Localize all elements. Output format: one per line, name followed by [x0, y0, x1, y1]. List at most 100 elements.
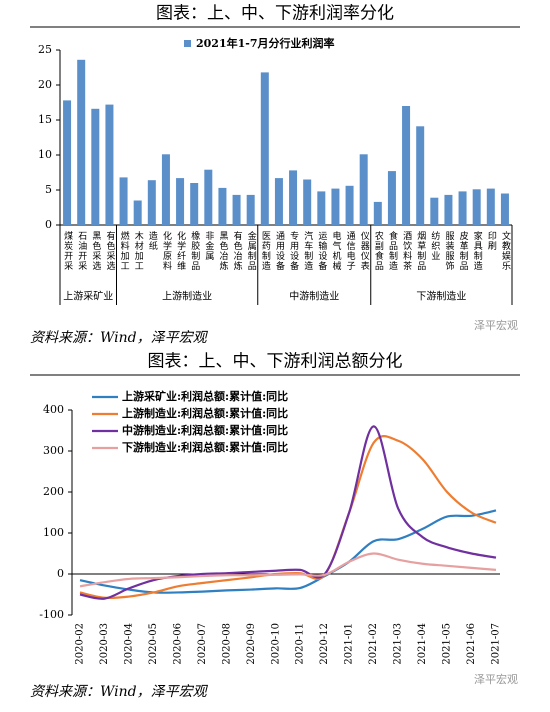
bar — [331, 188, 340, 225]
y-tick-label: 20 — [38, 78, 52, 91]
legend-label: 下游制造业:利润总额:累计值:同比 — [122, 440, 288, 454]
x-tick-label: 仪器仪表 — [359, 231, 370, 271]
x-tick-label: 石油开采 — [76, 231, 87, 271]
bar — [373, 201, 382, 225]
x-tick-label: 通用设备 — [274, 231, 285, 271]
watermark: 泽平宏观 — [474, 318, 518, 332]
x-tick-label: 橡胶制品 — [189, 230, 200, 271]
x-tick-label: 煤炭开采 — [62, 230, 73, 271]
bar — [133, 200, 142, 225]
x-tick-label: 2021-03 — [393, 623, 404, 665]
x-tick-label: 2020-07 — [197, 623, 208, 665]
series-line — [79, 552, 497, 588]
x-tick-label: 印刷 — [486, 230, 497, 251]
x-tick-label: 金属制品 — [246, 230, 257, 271]
x-tick-label: 造纸 — [147, 230, 158, 251]
x-tick-label: 医药制造 — [260, 231, 271, 271]
bar — [289, 170, 298, 225]
bar — [204, 169, 213, 225]
x-tick-label: 2020-06 — [172, 623, 183, 665]
bar — [274, 178, 283, 225]
x-tick-label: 2021-05 — [442, 623, 453, 665]
bar — [303, 179, 312, 225]
x-tick-label: 2021-07 — [491, 623, 502, 665]
x-tick-label: 有色采选 — [104, 230, 115, 271]
x-tick-label: 皮革制品 — [458, 230, 469, 271]
x-tick-label: 黑色冶炼 — [217, 231, 228, 271]
bar — [359, 154, 368, 225]
bar — [458, 191, 467, 225]
x-tick-label: 非金属 — [203, 230, 214, 261]
bar — [190, 183, 199, 225]
y-tick-label: 0 — [45, 218, 52, 231]
y-tick-label: 15 — [38, 113, 52, 126]
chart-title: 图表：上、中、下游利润总额分化 — [148, 352, 403, 372]
x-tick-label: 文教娱乐 — [500, 230, 511, 271]
bar — [345, 185, 354, 225]
source: 资料来源：Wind，泽平宏观 — [30, 330, 209, 346]
x-tick-label: 烟草制品 — [415, 230, 426, 271]
group-label: 上游采矿业 — [63, 290, 113, 303]
x-tick-label: 燃料加工 — [119, 230, 130, 271]
legend-label: 上游采矿业:利润总额:累计值:同比 — [122, 389, 288, 403]
series-line — [79, 425, 497, 600]
x-tick-label: 木材加工 — [133, 230, 144, 271]
series-line — [79, 509, 497, 594]
bar — [161, 154, 170, 225]
group-label: 上游制造业 — [162, 290, 212, 303]
bar — [232, 194, 241, 225]
bar — [105, 104, 114, 225]
x-tick-label: 酒饮料茶 — [401, 231, 412, 271]
x-tick-label: 电气机械 — [330, 230, 341, 271]
x-tick-label: 2021-01 — [344, 623, 355, 665]
source: 资料来源：Wind，泽平宏观 — [30, 684, 209, 700]
bar — [91, 108, 100, 225]
bar — [317, 191, 326, 225]
x-tick-label: 纺织业 — [429, 230, 440, 261]
x-tick-label: 有色冶炼 — [232, 230, 243, 271]
y-tick-label: 25 — [38, 43, 52, 56]
bar — [500, 193, 509, 225]
x-tick-label: 农副食品 — [373, 230, 384, 271]
legend-label: 中游制造业:利润总额:累计值:同比 — [122, 423, 288, 437]
bar — [387, 171, 396, 225]
x-tick-label: 2020-10 — [270, 623, 281, 665]
x-tick-label: 2020-03 — [99, 623, 110, 665]
bar — [176, 178, 185, 225]
x-tick-label: 专用设备 — [288, 230, 299, 271]
group-label: 中游制造业 — [289, 290, 339, 303]
x-tick-label: 2020-11 — [295, 623, 306, 665]
y-tick-label: 400 — [43, 403, 64, 416]
x-tick-label: 食品制造 — [387, 230, 398, 271]
x-tick-label: 化学原料 — [161, 230, 172, 271]
bar — [260, 72, 269, 226]
group-label: 下游制造业 — [416, 290, 466, 303]
legend-label: 上游制造业:利润总额:累计值:同比 — [122, 406, 288, 420]
bar — [246, 194, 255, 225]
y-tick-label: 100 — [43, 526, 64, 539]
bar — [218, 187, 227, 225]
bar — [402, 106, 411, 225]
y-tick-label: -100 — [39, 608, 64, 621]
bar — [119, 177, 128, 225]
y-tick-label: 10 — [38, 148, 52, 161]
x-tick-label: 通信电子 — [345, 231, 356, 271]
x-tick-label: 家具制造 — [472, 230, 483, 271]
y-tick-label: 300 — [43, 444, 64, 457]
x-tick-label: 2020-12 — [319, 623, 330, 665]
x-tick-label: 2020-09 — [246, 623, 257, 665]
x-tick-label: 运输设备 — [316, 231, 327, 271]
series-line — [79, 435, 497, 600]
watermark: 泽平宏观 — [474, 672, 518, 686]
x-tick-label: 2020-02 — [75, 623, 86, 665]
bar — [444, 194, 453, 225]
x-tick-label: 汽车制造 — [302, 230, 313, 271]
y-tick-label: 200 — [43, 485, 64, 498]
x-tick-label: 服装服饰 — [443, 231, 454, 271]
x-tick-label: 黑色采选 — [90, 231, 101, 271]
bar — [147, 180, 156, 225]
x-tick-label: 化学纤维 — [175, 230, 186, 271]
x-tick-label: 2020-08 — [221, 623, 232, 665]
y-tick-label: 0 — [57, 567, 64, 580]
